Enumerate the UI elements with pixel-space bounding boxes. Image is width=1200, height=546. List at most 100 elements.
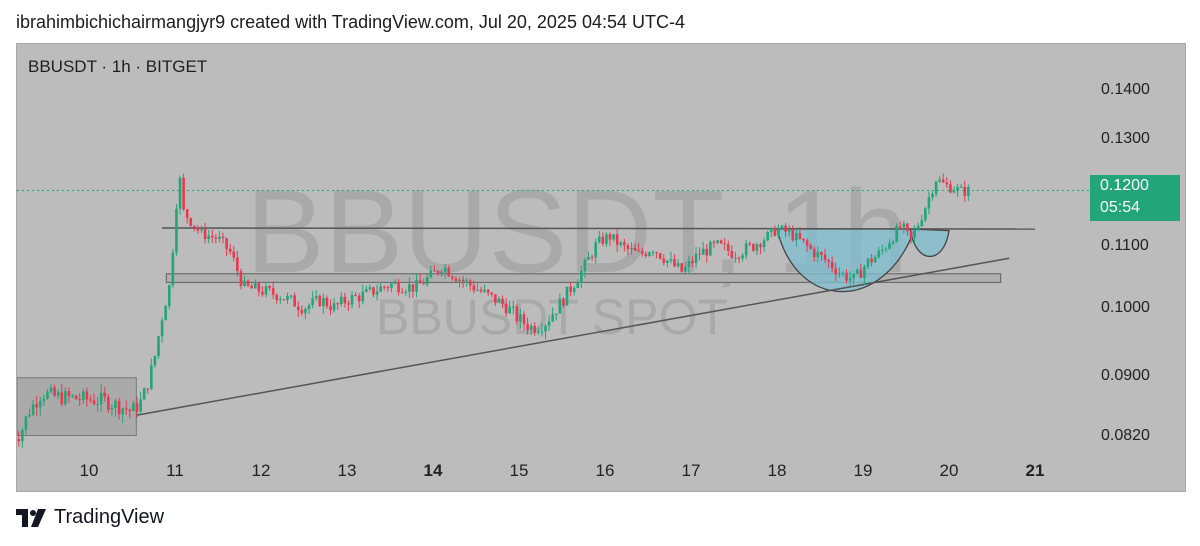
candle-body xyxy=(296,306,300,310)
candle-body xyxy=(271,288,275,295)
candle-body xyxy=(744,243,748,256)
candle-body xyxy=(447,267,451,277)
candle-body xyxy=(81,391,85,401)
candle-body xyxy=(167,285,171,307)
candle-body xyxy=(870,258,873,263)
candle-body xyxy=(769,228,773,233)
candle-body xyxy=(730,251,734,258)
candle-body xyxy=(554,313,558,315)
candle-body xyxy=(139,399,142,412)
chart-frame[interactable]: BBUSDT, 1h BBUSDT SPOT 0.1400 0.1300 0.1100 0… xyxy=(16,43,1186,492)
candle-body xyxy=(282,299,286,301)
candle-body xyxy=(243,280,246,286)
candle-body xyxy=(117,400,121,415)
support-zone xyxy=(165,273,1002,284)
tradingview-logo[interactable]: TradingView xyxy=(16,506,164,529)
candle-body xyxy=(210,235,214,238)
candle-body xyxy=(572,287,576,292)
candle-body xyxy=(207,235,210,240)
candle-body xyxy=(612,234,615,240)
candle-body xyxy=(884,248,888,250)
candle-body xyxy=(540,331,544,333)
candle-body xyxy=(662,258,666,263)
candle-body xyxy=(576,282,580,288)
candle-body xyxy=(257,283,261,292)
candle-body xyxy=(454,278,458,282)
candle-body xyxy=(719,240,723,244)
current-price-label: 0.1200 xyxy=(1090,175,1180,197)
candle-body xyxy=(673,258,676,267)
candle-body xyxy=(318,295,322,307)
candle-body xyxy=(640,250,644,254)
candle-body xyxy=(436,270,440,274)
candle-body xyxy=(31,404,35,415)
candle-body xyxy=(952,190,956,193)
cup-pattern xyxy=(776,228,916,293)
candle-body xyxy=(279,299,282,301)
candle-body xyxy=(476,289,479,291)
candle-body xyxy=(938,179,941,182)
candle-body xyxy=(583,259,587,272)
candle-body xyxy=(343,296,347,304)
candle-body xyxy=(881,249,884,251)
candle-body xyxy=(608,234,612,240)
candle-body xyxy=(823,254,827,260)
candle-body xyxy=(594,242,597,258)
candle-body xyxy=(873,257,877,263)
candle-body xyxy=(941,179,945,183)
candle-body xyxy=(827,259,830,262)
candle-body xyxy=(124,408,128,410)
candle-body xyxy=(300,309,304,314)
candle-body xyxy=(142,388,146,400)
candle-body xyxy=(458,279,461,282)
candle-body xyxy=(920,220,924,226)
candle-body xyxy=(433,270,436,272)
candle-body xyxy=(261,291,264,295)
candle-body xyxy=(175,208,178,253)
candle-body xyxy=(193,225,196,228)
candle-body xyxy=(408,284,411,292)
candle-body xyxy=(687,260,691,267)
candle-body xyxy=(339,296,343,305)
candle-body xyxy=(945,182,949,185)
candle-body xyxy=(135,403,139,412)
candle-body xyxy=(798,233,802,239)
candle-body xyxy=(465,280,468,282)
candle-body xyxy=(38,401,42,408)
candle-body xyxy=(494,294,497,303)
candle-body xyxy=(762,240,766,248)
candle-body xyxy=(232,251,236,258)
candle-body xyxy=(519,314,522,322)
candle-body xyxy=(329,306,332,311)
candle-body xyxy=(623,242,626,246)
candle-body xyxy=(755,244,759,251)
candle-body xyxy=(64,391,67,405)
candle-body xyxy=(820,252,823,255)
candle-body xyxy=(264,286,268,295)
candle-body xyxy=(28,414,31,417)
candle-body xyxy=(701,248,705,255)
candle-body xyxy=(547,321,551,326)
candle-body xyxy=(949,184,952,193)
candle-body xyxy=(171,252,175,286)
candle-body xyxy=(404,291,408,293)
candle-body xyxy=(56,392,60,396)
candle-body xyxy=(314,295,318,299)
candle-body xyxy=(479,289,483,292)
candle-body xyxy=(196,227,200,231)
candle-body xyxy=(931,193,934,198)
candle-body xyxy=(805,240,809,246)
candle-body xyxy=(637,250,640,252)
candle-body xyxy=(787,229,791,232)
candle-body xyxy=(400,292,404,294)
candle-body xyxy=(164,306,167,321)
candle-body xyxy=(99,392,103,405)
candle-body xyxy=(322,297,325,307)
candle-body xyxy=(468,280,472,286)
candle-body xyxy=(795,233,798,241)
candle-body xyxy=(85,391,89,400)
candle-body xyxy=(551,314,554,322)
candle-body xyxy=(275,294,279,301)
candle-body xyxy=(114,400,117,408)
